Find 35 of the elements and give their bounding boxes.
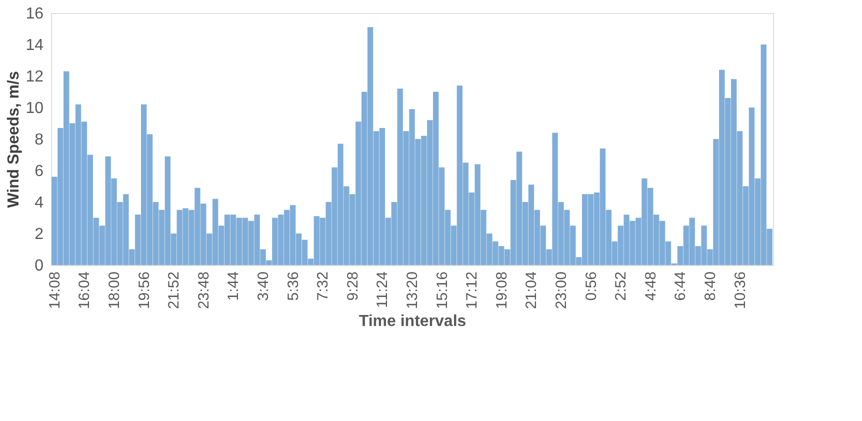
x-tick-label: 19:56 <box>136 272 153 310</box>
x-tick-label: 1:44 <box>225 272 242 301</box>
y-tick-label: 14 <box>26 37 44 54</box>
x-tick-label: 7:32 <box>314 272 332 301</box>
x-tick-label: 10:36 <box>732 272 749 310</box>
x-tick-label: 13:20 <box>404 272 421 310</box>
x-tick-label: 2:52 <box>612 272 630 301</box>
x-tick-label: 9:28 <box>344 272 362 301</box>
x-tick-label: 15:16 <box>434 272 451 310</box>
y-tick-label: 16 <box>26 6 44 22</box>
x-tick-label: 21:04 <box>523 272 540 310</box>
x-axis-title: Time intervals <box>358 313 466 330</box>
x-tick-label: 21:52 <box>166 272 183 310</box>
x-tick-label: 23:00 <box>552 272 570 310</box>
x-tick-label: 4:48 <box>642 272 660 301</box>
x-tick-label: 11:24 <box>374 272 392 308</box>
x-tick-label: 8:40 <box>702 272 719 301</box>
x-tick-label: 23:48 <box>195 272 212 310</box>
x-tick-label: 14:08 <box>46 272 64 310</box>
x-tick-label: 5:36 <box>284 272 302 301</box>
x-tick-label: 17:12 <box>464 272 481 310</box>
x-tick-label: 3:40 <box>255 272 272 301</box>
y-tick-label: 0 <box>34 258 44 274</box>
x-tick-label: 0:56 <box>582 272 600 301</box>
x-tick-label: 19:08 <box>493 272 510 310</box>
y-tick-label: 10 <box>26 100 44 117</box>
x-tick-label: 6:44 <box>672 272 690 301</box>
y-tick-label: 2 <box>34 226 44 243</box>
y-axis-title: Wind Speeds, m/s <box>6 71 23 208</box>
y-tick-label: 12 <box>26 68 44 86</box>
y-tick-label: 8 <box>34 132 44 148</box>
y-tick-label: 6 <box>34 163 44 180</box>
x-tick-label: 16:04 <box>76 272 94 310</box>
x-tick-label: 18:00 <box>106 272 124 310</box>
y-tick-label: 4 <box>34 194 44 212</box>
